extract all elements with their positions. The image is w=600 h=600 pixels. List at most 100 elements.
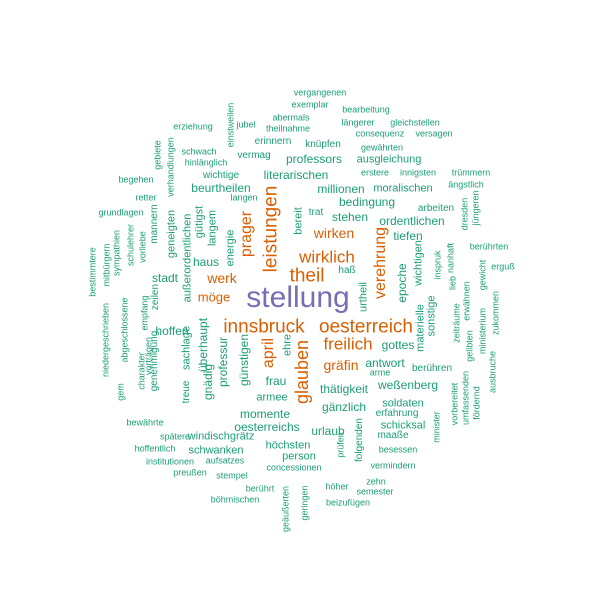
word-langen: langen [230, 192, 258, 203]
word-einstweilen: einstweilen [225, 102, 236, 148]
word-glauben: glauben [292, 339, 312, 405]
word-grundlagen: grundlagen [98, 207, 144, 218]
word-erstere: erstere [360, 167, 390, 178]
word-innigsten: innigsten [399, 167, 437, 178]
word-schicksal: schicksal [380, 419, 426, 432]
word-ausserordentlichen: außerordentlichen [181, 213, 194, 303]
word-erguss: erguß [491, 261, 515, 272]
word-lieb: lieb [447, 275, 458, 291]
word-hass: haß [338, 265, 356, 276]
word-angstlich: ängstlich [448, 179, 484, 190]
word-gunstigen: günstigen [237, 333, 251, 387]
word-ganzlich: gänzlich [321, 400, 367, 414]
word-gewicht: gewicht [477, 259, 488, 291]
word-wirken: wirken [313, 225, 355, 241]
word-schwach: schwach [181, 146, 217, 157]
word-sympathien: sympathien [111, 229, 122, 277]
word-besessen: besessen [378, 444, 418, 455]
word-gleichstellen: gleichstellen [390, 117, 440, 128]
word-leistungen: leistungen [260, 185, 282, 273]
word-zukommen: zukommen [490, 290, 501, 336]
word-stehen: stehen [331, 210, 369, 224]
word-haus: haus [192, 255, 220, 269]
word-literarischen: literarischen [263, 168, 329, 182]
word-jubel: jubel [236, 119, 256, 130]
word-spatere: spätere [159, 431, 191, 442]
word-wirklich: wirklich [299, 247, 355, 267]
word-erfahrung: erfahrung [375, 408, 419, 419]
word-grafin: gräfin [323, 357, 359, 373]
word-hinlanglich: hinlänglich [184, 157, 228, 168]
word-millionen: millionen [317, 182, 365, 196]
word-hochsten: höchsten [265, 439, 311, 452]
word-sonstige: sonstige [425, 295, 438, 337]
word-ehre: ehre [281, 333, 294, 357]
word-stempel: stempel [216, 470, 248, 481]
word-urlaub: urlaub [311, 424, 345, 438]
word-jungeren: jüngeren [470, 190, 481, 226]
word-minister: minister [431, 411, 442, 443]
word-freilich: freilich [323, 334, 373, 354]
word-dresden: dresden [459, 197, 470, 231]
word-abermals: abermals [272, 112, 310, 123]
word-consequenz: consequenz [355, 128, 405, 139]
word-energie: energie [224, 229, 237, 267]
word-vortragen: vorträgen [143, 336, 154, 376]
word-erwahnen: erwähnen [461, 281, 472, 321]
word-moralischen: moralischen [373, 182, 433, 195]
word-gutigst: gütigst [193, 205, 206, 239]
word-fordernd: fördernd [471, 386, 482, 420]
word-stadt: stadt [151, 271, 179, 285]
word-person: person [282, 450, 316, 463]
word-bewahrte: bewährte [126, 417, 164, 428]
word-schwanken: schwanken [188, 444, 244, 457]
word-innsbruck: innsbruck [223, 316, 305, 338]
word-umfassenden: umfassenden [460, 370, 471, 426]
word-epoche: epoche [395, 263, 409, 303]
word-ordentlichen: ordentlichen [379, 214, 445, 228]
word-oesterreichs: oesterreichs [234, 420, 300, 434]
word-beurtheilen: beurtheilen [191, 181, 251, 195]
word-inspruk: inspruk [432, 250, 443, 280]
word-professur: professur [216, 336, 230, 388]
word-retter: retter [135, 192, 157, 203]
word-knupfen: knüpfen [305, 139, 341, 150]
word-wessenberg: weßenberg [377, 378, 439, 392]
word-hoffen: hoffen [155, 324, 189, 338]
word-oesterreich: oesterreich [319, 316, 413, 338]
word-mannern: mannern [149, 204, 160, 244]
word-ausgleichung: ausgleichung [356, 153, 422, 166]
word-antwort: antwort [365, 356, 405, 370]
word-beruhrt: berührt [245, 483, 275, 494]
word-soldaten: soldaten [382, 397, 424, 410]
word-gelibten: gelibten [464, 330, 475, 362]
word-niedergeschrieben: niedergeschrieben [100, 302, 111, 378]
word-arbeiten: arbeiten [417, 203, 455, 214]
word-preussen: preußen [173, 467, 207, 478]
word-ausbruche: ausbruche [487, 350, 498, 394]
word-langem: langem [206, 209, 219, 247]
word-prager: prager [238, 210, 255, 258]
word-gewahrten: gewährten [360, 142, 404, 153]
word-prufen: prüfen [335, 432, 346, 458]
word-schulehrer: schulehrer [125, 223, 136, 267]
word-gem: gem [115, 383, 126, 401]
word-trat: trat [308, 207, 324, 218]
word-theil: theil [289, 265, 325, 287]
word-institutionen: institutionen [145, 456, 195, 467]
word-materielle: materielle [414, 304, 427, 352]
word-versagen: versagen [415, 128, 453, 139]
word-tiefen: tiefen [393, 229, 423, 243]
word-folgenden: folgenden [354, 418, 365, 462]
word-frau: frau [265, 374, 287, 388]
word-urtheil: urtheil [357, 282, 370, 312]
word-stellung: stellung [246, 281, 350, 314]
word-verehrung: verehrung [372, 226, 389, 300]
word-geringen: geringen [299, 485, 310, 521]
word-mitburgern: mitbürgern [101, 243, 112, 287]
word-sachlage: sachlage [180, 325, 193, 371]
word-treue: treue [181, 380, 192, 404]
word-hoher: höher [325, 481, 349, 492]
word-semester: semester [356, 486, 394, 497]
word-exemplar: exemplar [291, 99, 329, 110]
